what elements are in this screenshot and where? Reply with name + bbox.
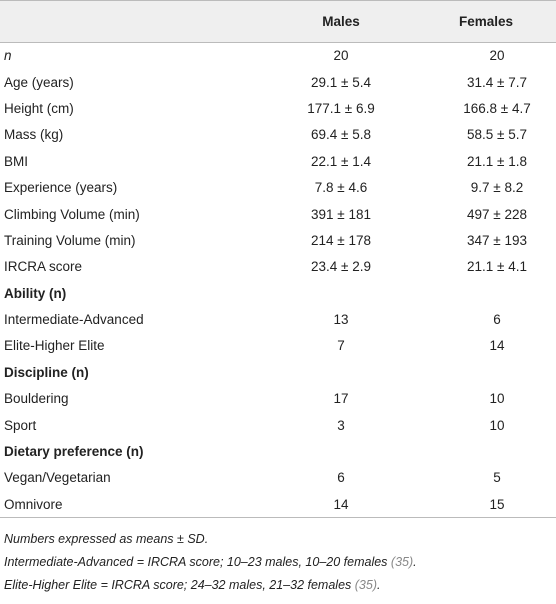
data-row: n 20 20 (0, 43, 556, 69)
cell-value: 347 ± 193 (467, 232, 527, 248)
data-row: Climbing Volume (min) 391 ± 181 497 ± 228 (0, 201, 556, 227)
footnote-text: Numbers expressed as means ± SD. (4, 532, 209, 547)
data-row: Experience (years) 7.8 ± 4.6 9.7 ± 8.2 (0, 174, 556, 200)
data-row: BMI 22.1 ± 1.4 21.1 ± 1.8 (0, 148, 556, 174)
data-row: Omnivore 14 15 (0, 491, 556, 517)
cell-value: 21.1 ± 1.8 (467, 153, 527, 169)
data-row: Elite-Higher Elite 7 14 (0, 333, 556, 359)
cell-value: 7.8 ± 4.6 (314, 180, 368, 196)
cell-value: 21.1 ± 4.1 (467, 259, 527, 275)
footnote: Intermediate-Advanced = IRCRA score; 10–… (4, 551, 556, 574)
cell-value: 58.5 ± 5.7 (467, 127, 527, 143)
data-row: Bouldering 17 10 (0, 386, 556, 412)
cell-value: 9.7 ± 8.2 (470, 180, 524, 196)
cell-value: 3 (337, 417, 345, 433)
cell-value: 497 ± 228 (467, 206, 527, 222)
row-label: Elite-Higher Elite (4, 338, 105, 354)
data-row: IRCRA score 23.4 ± 2.9 21.1 ± 4.1 (0, 254, 556, 280)
column-header: Females (458, 14, 514, 29)
row-label: Intermediate-Advanced (4, 312, 144, 328)
section-heading: Dietary preference (n) (4, 444, 144, 460)
cell-value: 29.1 ± 5.4 (311, 74, 371, 90)
data-table: Males Females n 20 20 Age (years) 29.1 ± 5.4 3… (0, 0, 556, 518)
section-heading: Ability (n) (4, 285, 67, 301)
row-label: IRCRA score (4, 259, 83, 275)
footnote: Numbers expressed as means ± SD. (4, 528, 556, 551)
footnote-text: Intermediate-Advanced = IRCRA score; 10–… (4, 555, 391, 570)
footnote-ref: (35) (390, 555, 414, 570)
data-row: Mass (kg) 69.4 ± 5.8 58.5 ± 5.7 (0, 122, 556, 148)
footnote: Elite-Higher Elite = IRCRA score; 24–32 … (4, 574, 556, 597)
cell-value: 23.4 ± 2.9 (311, 259, 371, 275)
row-label: Bouldering (4, 391, 69, 407)
cell-value: 22.1 ± 1.4 (311, 153, 371, 169)
table-body: n 20 20 Age (years) 29.1 ± 5.4 31.4 ± 7.7 Heig… (0, 43, 556, 518)
cell-value: 6 (493, 312, 501, 328)
row-label: n (4, 48, 12, 64)
cell-value: 177.1 ± 6.9 (307, 100, 375, 116)
cell-value: 6 (337, 470, 345, 486)
section-heading: Discipline (n) (4, 364, 89, 380)
section-row: Discipline (n) (0, 359, 556, 385)
footnote-end: . (413, 555, 417, 570)
column-header: Males (322, 14, 360, 29)
cell-value: 391 ± 181 (311, 206, 371, 222)
data-row: Vegan/Vegetarian 6 5 (0, 465, 556, 491)
cell-value: 13 (333, 312, 349, 328)
row-label: BMI (4, 153, 29, 169)
cell-value: 14 (489, 338, 505, 354)
cell-value: 17 (333, 391, 349, 407)
section-row: Ability (n) (0, 280, 556, 306)
cell-value: 14 (333, 496, 349, 512)
footnote-end: . (376, 578, 381, 593)
row-label: Age (years) (4, 74, 74, 90)
cell-value: 15 (489, 496, 505, 512)
data-row: Sport 3 10 (0, 412, 556, 438)
data-row: Intermediate-Advanced 13 6 (0, 306, 556, 332)
row-label: Height (cm) (4, 100, 74, 116)
column-header (0, 1, 266, 43)
row-label: Training Volume (min) (4, 232, 136, 248)
cell-value: 31.4 ± 7.7 (467, 74, 527, 90)
footnote-text: Elite-Higher Elite = IRCRA score; 24–32 … (4, 578, 355, 593)
cell-value: 69.4 ± 5.8 (311, 127, 371, 143)
section-row: Dietary preference (n) (0, 438, 556, 464)
data-row: Training Volume (min) 214 ± 178 347 ± 193 (0, 227, 556, 253)
row-label: Vegan/Vegetarian (4, 470, 111, 486)
row-label: Experience (years) (4, 180, 118, 196)
cell-value: 166.8 ± 4.7 (463, 100, 531, 116)
row-label: Climbing Volume (min) (4, 206, 140, 222)
data-row: Height (cm) 177.1 ± 6.9 166.8 ± 4.7 (0, 95, 556, 121)
cell-value: 5 (493, 470, 501, 486)
footnotes: Numbers expressed as means ± SD. Intermed… (0, 518, 556, 597)
cell-value: 20 (333, 48, 349, 64)
header-row: Males Females (0, 0, 556, 43)
cell-value: 10 (489, 417, 505, 433)
row-label: Omnivore (4, 496, 63, 512)
row-label: Mass (kg) (4, 127, 64, 143)
footnote-ref: (35) (354, 578, 377, 593)
cell-value: 7 (337, 338, 345, 354)
cell-value: 214 ± 178 (311, 232, 371, 248)
row-label: Sport (4, 417, 37, 433)
data-row: Age (years) 29.1 ± 5.4 31.4 ± 7.7 (0, 69, 556, 95)
cell-value: 20 (489, 48, 505, 64)
cell-value: 10 (489, 391, 505, 407)
